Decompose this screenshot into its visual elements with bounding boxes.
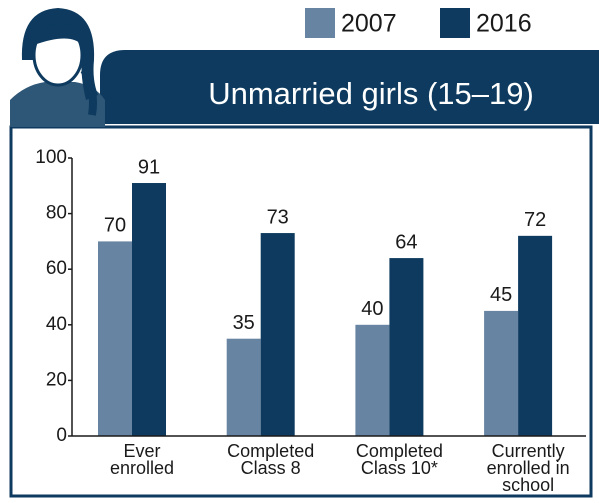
- x-tick-label: Class 10*: [361, 458, 438, 478]
- bar: [389, 258, 424, 436]
- legend-swatch: [440, 8, 470, 38]
- y-tick-label: 40: [46, 314, 67, 335]
- x-tick-label: school: [502, 475, 554, 495]
- value-label: 64: [395, 231, 417, 253]
- value-label: 45: [490, 284, 512, 306]
- y-tick-label: 80: [46, 203, 67, 224]
- bar: [484, 310, 519, 436]
- value-label: 91: [138, 156, 160, 178]
- bar: [226, 338, 261, 436]
- girl-icon: [10, 8, 105, 127]
- x-tick-label: Completed: [227, 441, 314, 461]
- legend-label: 2007: [341, 10, 397, 38]
- y-tick-label: 100: [35, 147, 67, 168]
- bar: [132, 183, 166, 436]
- bar: [518, 235, 553, 436]
- bar: [260, 233, 295, 436]
- x-tick-label: enrolled: [110, 458, 174, 478]
- y-tick-label: 20: [46, 369, 67, 390]
- value-label: 35: [233, 312, 255, 334]
- x-tick-label: Completed: [356, 441, 443, 461]
- value-label: 72: [524, 209, 546, 231]
- x-tick-label: Ever: [123, 441, 160, 461]
- legend-label: 2016: [476, 10, 532, 38]
- x-tick-label: Currently: [492, 441, 565, 461]
- legend-swatch: [305, 8, 335, 38]
- value-label: 73: [267, 206, 289, 228]
- x-tick-label: enrolled in: [487, 458, 570, 478]
- bar: [355, 324, 390, 436]
- title-banner: [100, 50, 599, 124]
- value-label: 70: [104, 215, 126, 237]
- bar: [98, 241, 132, 436]
- x-tick-label: Class 8: [241, 458, 301, 478]
- value-label: 40: [361, 298, 383, 320]
- y-tick-label: 0: [56, 425, 67, 446]
- chart-title: Unmarried girls (15–19): [208, 76, 534, 111]
- y-tick-label: 60: [46, 258, 67, 279]
- chart-frame: [9, 125, 593, 498]
